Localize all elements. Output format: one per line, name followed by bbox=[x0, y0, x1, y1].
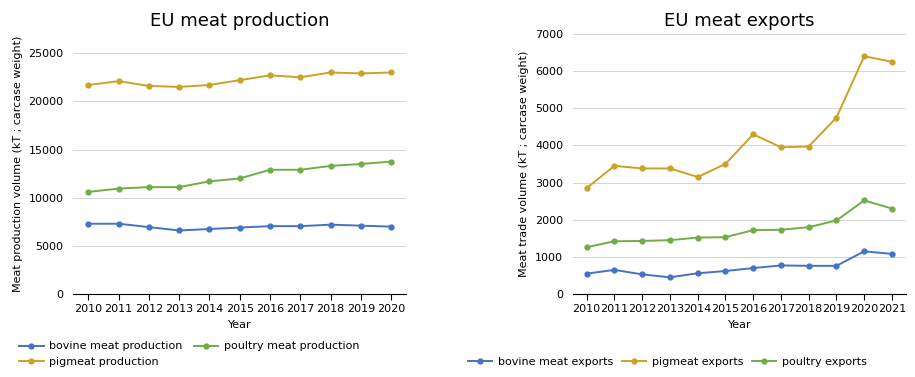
Line: pigmeat production: pigmeat production bbox=[86, 70, 393, 89]
pigmeat production bbox=[385, 70, 396, 75]
bovine meat exports bbox=[693, 271, 704, 276]
pigmeat exports bbox=[831, 115, 842, 120]
Line: pigmeat exports: pigmeat exports bbox=[585, 54, 894, 191]
X-axis label: Year: Year bbox=[228, 320, 252, 330]
bovine meat exports bbox=[887, 252, 898, 256]
pigmeat exports bbox=[693, 175, 704, 179]
pigmeat exports bbox=[748, 132, 759, 136]
Line: poultry meat production: poultry meat production bbox=[86, 159, 393, 195]
Y-axis label: Meat production volume (kT ; carcase weight): Meat production volume (kT ; carcase wei… bbox=[13, 36, 23, 292]
poultry meat production bbox=[385, 159, 396, 164]
poultry exports bbox=[887, 206, 898, 211]
poultry exports bbox=[693, 235, 704, 240]
Line: bovine meat exports: bovine meat exports bbox=[585, 249, 894, 280]
pigmeat exports bbox=[637, 166, 648, 171]
bovine meat exports bbox=[748, 266, 759, 270]
poultry meat production bbox=[113, 186, 124, 191]
X-axis label: Year: Year bbox=[727, 320, 751, 330]
pigmeat exports bbox=[776, 145, 787, 150]
poultry meat production bbox=[355, 162, 366, 166]
bovine meat exports bbox=[581, 271, 592, 276]
bovine meat production bbox=[325, 222, 336, 227]
poultry meat production bbox=[174, 185, 185, 189]
bovine meat production bbox=[144, 225, 155, 229]
poultry exports bbox=[637, 239, 648, 243]
bovine meat production bbox=[234, 225, 245, 230]
bovine meat exports bbox=[859, 249, 870, 254]
pigmeat exports bbox=[609, 164, 620, 168]
bovine meat exports bbox=[776, 263, 787, 268]
pigmeat exports bbox=[581, 186, 592, 190]
pigmeat exports bbox=[859, 54, 870, 58]
poultry exports bbox=[776, 227, 787, 232]
Title: EU meat exports: EU meat exports bbox=[664, 12, 814, 30]
bovine meat production bbox=[204, 227, 215, 231]
pigmeat exports bbox=[720, 162, 731, 166]
pigmeat exports bbox=[887, 60, 898, 64]
bovine meat production bbox=[355, 224, 366, 228]
bovine meat production bbox=[295, 224, 306, 228]
bovine meat exports bbox=[720, 269, 731, 273]
poultry meat production bbox=[325, 164, 336, 168]
bovine meat production bbox=[264, 224, 275, 228]
poultry meat production bbox=[144, 185, 155, 189]
pigmeat production bbox=[83, 83, 94, 87]
poultry exports bbox=[748, 228, 759, 232]
Title: EU meat production: EU meat production bbox=[150, 12, 329, 30]
pigmeat production bbox=[325, 70, 336, 75]
poultry meat production bbox=[204, 179, 215, 184]
pigmeat production bbox=[234, 78, 245, 83]
poultry exports bbox=[609, 239, 620, 244]
pigmeat production bbox=[174, 85, 185, 89]
poultry meat production bbox=[264, 167, 275, 172]
Legend: bovine meat production, pigmeat production, poultry meat production: bovine meat production, pigmeat producti… bbox=[15, 337, 363, 371]
pigmeat production bbox=[113, 79, 124, 83]
pigmeat production bbox=[355, 71, 366, 76]
poultry exports bbox=[831, 218, 842, 223]
bovine meat exports bbox=[664, 275, 675, 280]
bovine meat exports bbox=[831, 264, 842, 268]
bovine meat production bbox=[83, 221, 94, 226]
poultry exports bbox=[803, 225, 814, 230]
poultry meat production bbox=[83, 190, 94, 194]
poultry exports bbox=[720, 235, 731, 239]
pigmeat production bbox=[144, 84, 155, 88]
pigmeat exports bbox=[803, 144, 814, 149]
pigmeat production bbox=[204, 83, 215, 87]
poultry exports bbox=[859, 198, 870, 203]
pigmeat exports bbox=[664, 166, 675, 171]
bovine meat exports bbox=[637, 272, 648, 277]
poultry exports bbox=[664, 238, 675, 242]
Y-axis label: Meat trade volume (kT ; carcase weight): Meat trade volume (kT ; carcase weight) bbox=[520, 51, 530, 277]
bovine meat exports bbox=[609, 268, 620, 272]
pigmeat production bbox=[264, 73, 275, 78]
poultry meat production bbox=[234, 176, 245, 181]
bovine meat production bbox=[174, 228, 185, 233]
bovine meat production bbox=[385, 224, 396, 229]
Line: poultry exports: poultry exports bbox=[585, 198, 894, 250]
poultry meat production bbox=[295, 167, 306, 172]
poultry exports bbox=[581, 245, 592, 250]
pigmeat production bbox=[295, 75, 306, 80]
bovine meat exports bbox=[803, 264, 814, 268]
Legend: bovine meat exports, pigmeat exports, poultry exports: bovine meat exports, pigmeat exports, po… bbox=[463, 352, 871, 371]
bovine meat production bbox=[113, 221, 124, 226]
Line: bovine meat production: bovine meat production bbox=[86, 221, 393, 233]
